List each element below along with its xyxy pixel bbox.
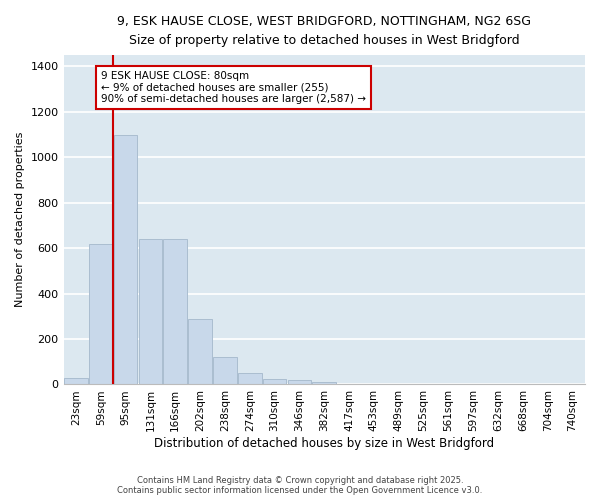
Bar	[114, 134, 137, 384]
Bar	[139, 239, 162, 384]
Bar	[263, 379, 286, 384]
Bar	[313, 382, 336, 384]
Title: 9, ESK HAUSE CLOSE, WEST BRIDGFORD, NOTTINGHAM, NG2 6SG
Size of property relativ: 9, ESK HAUSE CLOSE, WEST BRIDGFORD, NOTT…	[117, 15, 531, 47]
Bar	[188, 318, 212, 384]
X-axis label: Distribution of detached houses by size in West Bridgford: Distribution of detached houses by size …	[154, 437, 494, 450]
Bar	[213, 357, 237, 384]
Text: Contains HM Land Registry data © Crown copyright and database right 2025.
Contai: Contains HM Land Registry data © Crown c…	[118, 476, 482, 495]
Bar	[64, 378, 88, 384]
Text: 9 ESK HAUSE CLOSE: 80sqm
← 9% of detached houses are smaller (255)
90% of semi-d: 9 ESK HAUSE CLOSE: 80sqm ← 9% of detache…	[101, 71, 366, 104]
Y-axis label: Number of detached properties: Number of detached properties	[15, 132, 25, 308]
Bar	[238, 373, 262, 384]
Bar	[287, 380, 311, 384]
Bar	[89, 244, 113, 384]
Bar	[163, 239, 187, 384]
